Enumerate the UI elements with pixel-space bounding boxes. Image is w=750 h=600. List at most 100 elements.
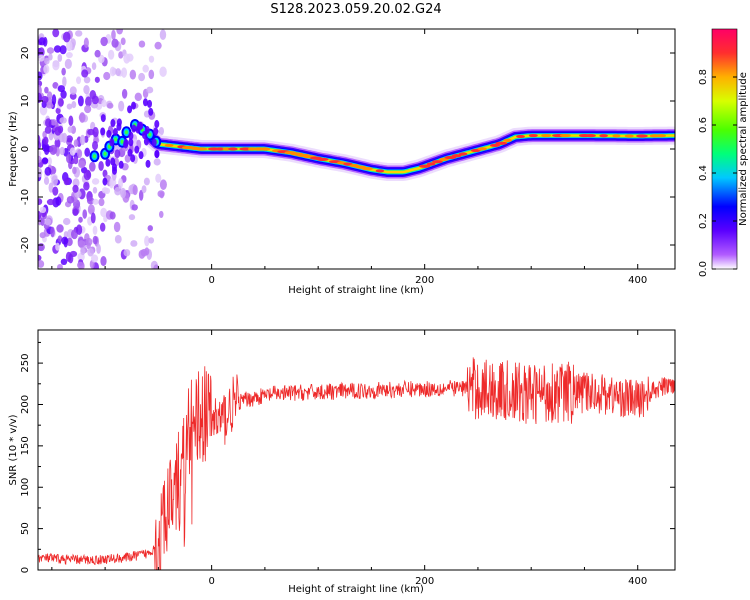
spectrogram-hot-blob [148, 132, 152, 137]
spectrogram-noise-blob [54, 126, 62, 136]
spectrogram-noise-blob [60, 90, 67, 99]
spectrogram-noise-blob [98, 54, 105, 64]
spectrogram-x-tick-label: 400 [628, 275, 647, 286]
spectrogram-arc-blob [128, 138, 134, 147]
spectrogram-noise-blob [108, 49, 115, 60]
spectrogram-noise-blob [85, 96, 92, 107]
spectrogram-noise-blob [44, 218, 52, 226]
snr-y-tick-label: 0 [20, 567, 31, 573]
spectrogram-arc-blob [154, 150, 160, 159]
spectrogram-noise-blob [72, 208, 79, 217]
spectrogram-noise-blob [62, 31, 71, 43]
spectrogram-noise-blob [100, 255, 107, 267]
spectrogram-noise-blob [84, 147, 91, 157]
spectrogram-noise-blob [146, 86, 154, 94]
spectrogram-noise-blob [129, 69, 137, 80]
spectrogram-noise-blob [138, 40, 146, 48]
spectrogram-noise-blob [118, 100, 125, 112]
spectrogram-noise-blob [148, 69, 155, 80]
spectrogram-noise-blob [114, 187, 122, 196]
spectrogram-noise-blob [86, 197, 95, 205]
spectrogram-noise-blob [51, 175, 58, 186]
spectrogram-noise-blob [43, 177, 50, 185]
spectrogram-noise-blob [55, 242, 60, 251]
spectrogram-noise-blob [54, 138, 61, 149]
spectrogram-noise-blob [71, 101, 77, 109]
spectrogram-arc-blob [131, 124, 137, 133]
spectrogram-arc-blob [111, 166, 117, 175]
spectrogram-noise-blob [41, 95, 49, 104]
spectrogram-ridge-peak [432, 160, 443, 164]
spectrogram-panel: 0 200 400 -20 -10 0 10 20 Height of straight li… [8, 28, 676, 296]
colorbar-tick-label: 0.4 [698, 165, 709, 181]
spectrogram-arc-blob [116, 122, 122, 131]
spectrogram-noise-blob [138, 72, 146, 82]
spectrogram-noise-blob [142, 64, 149, 73]
spectrogram-marks [38, 29, 675, 269]
spectrogram-noise-blob [57, 85, 65, 93]
spectrogram-noise-blob [92, 225, 98, 236]
spectrogram-ridge-peak [426, 162, 436, 166]
snr-y-axis-label: SNR (10 * v/v) [8, 414, 19, 485]
spectrogram-noise-blob [38, 71, 43, 81]
spectrogram-ridge-peak [316, 157, 329, 161]
spectrogram-ridge-peak [477, 147, 487, 151]
spectrogram-noise-blob [57, 235, 63, 243]
spectrogram-noise-blob [60, 258, 68, 266]
spectrogram-noise-blob [121, 88, 128, 99]
spectrogram-noise-blob [63, 178, 70, 186]
spectrogram-noise-blob [78, 160, 86, 169]
snr-y-tick-label: 200 [20, 395, 31, 414]
spectrogram-noise-blob [116, 29, 124, 35]
spectrogram-noise-blob [83, 85, 90, 95]
spectrogram-noise-blob [153, 264, 160, 269]
spectrogram-noise-blob [44, 57, 50, 65]
spectrogram-noise-blob [92, 198, 99, 205]
spectrogram-noise-blob [65, 135, 74, 143]
spectrogram-noise-blob [38, 37, 46, 46]
spectrogram-noise-blob [76, 76, 82, 85]
spectrogram-noise-blob [81, 69, 89, 78]
spectrogram-noise-blob [66, 153, 72, 164]
spectrogram-noise-blob [92, 126, 99, 138]
spectrogram-noise-blob [55, 107, 61, 114]
spectrogram-noise-blob [159, 179, 167, 190]
colorbar-gradient [711, 28, 738, 270]
spectrogram-noise-blob [67, 126, 73, 133]
spectrogram-noise-blob [83, 181, 90, 191]
spectrogram-noise-blob [90, 212, 96, 224]
spectrogram-noise-blob [47, 157, 53, 166]
spectrogram-noise-blob [61, 67, 66, 76]
spectrogram-noise-blob [43, 64, 50, 74]
spectrogram-noise-blob [89, 161, 96, 172]
spectrogram-noise-blob [138, 189, 144, 201]
spectrogram-ridge-peak [495, 141, 508, 145]
colorbar-tick-label: 0.0 [698, 261, 709, 277]
spectrogram-noise-blob [70, 229, 78, 240]
figure-title: S128.2023.059.20.02.G24 [270, 2, 441, 17]
spectrogram-noise-blob [52, 29, 60, 38]
spectrogram-noise-blob [38, 260, 45, 268]
spectrogram-noise-blob [41, 157, 49, 164]
spectrogram-noise-blob [64, 58, 72, 70]
spectrogram-x-tick-label: 0 [208, 275, 214, 286]
spectrogram-y-tick-label: -10 [20, 189, 31, 205]
spectrogram-noise-blob [114, 234, 122, 244]
colorbar-tick-label: 0.8 [698, 69, 709, 85]
spectrogram-arc-blob [134, 145, 140, 154]
spectrogram-noise-blob [91, 95, 99, 105]
snr-panel: 0 200 400 0 50 100 150 200 250 Height of straigh… [8, 329, 676, 595]
colorbar-label: Normalized spectral amplitude [738, 72, 749, 226]
spectrogram-noise-blob [74, 30, 83, 37]
spectrogram-noise-blob [103, 71, 111, 81]
spectrogram-noise-blob [69, 86, 77, 95]
snr-y-tick-label: 50 [20, 522, 31, 535]
spectrogram-ridge-peak [516, 134, 525, 139]
spectrogram-arc-blob [151, 138, 157, 147]
spectrogram-hot-blob [124, 130, 129, 135]
colorbar: 0.0 0.2 0.4 0.6 0.8 Normalized spectral ampl… [698, 28, 749, 277]
spectrogram-ridge-peak [656, 134, 667, 138]
spectrogram-noise-blob [83, 76, 91, 84]
spectrogram-ridge-peak [612, 134, 621, 138]
spectrogram-noise-blob [48, 53, 53, 61]
